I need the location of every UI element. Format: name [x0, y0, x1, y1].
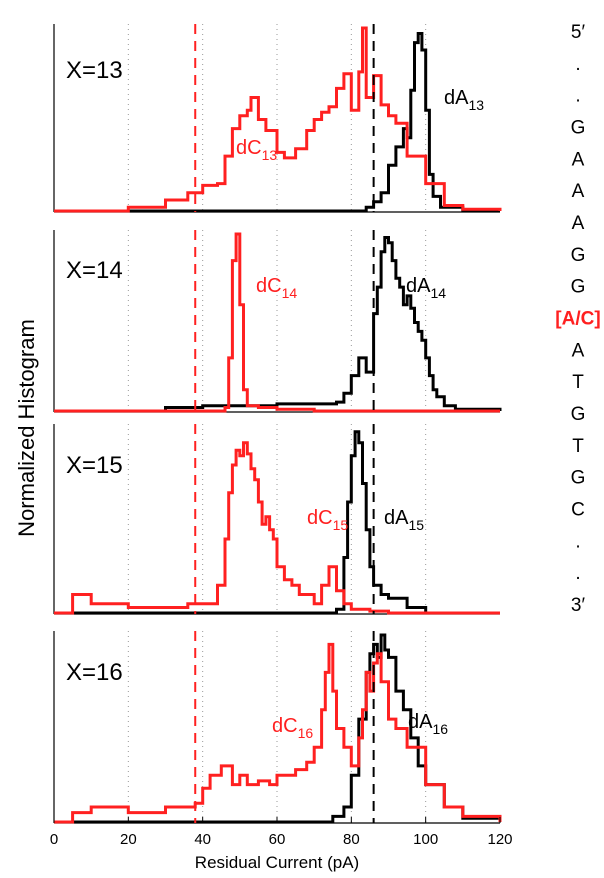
- dA-series-label: dA13: [444, 87, 484, 113]
- dA-series-label: dA15: [384, 507, 424, 533]
- x-axis-label: Residual Current (pA): [195, 853, 359, 872]
- panel-2: X=14 dC14 dA14: [53, 230, 502, 413]
- series-dC-line: [54, 441, 500, 615]
- x-tick-label: 100: [413, 831, 438, 848]
- dA-series-label: dA16: [408, 711, 448, 737]
- sequence-base: G: [571, 404, 586, 425]
- x-tick-label: 0: [50, 831, 58, 848]
- sequence-base: A: [572, 213, 585, 234]
- sequence-base: 3′: [571, 595, 586, 616]
- sequence-base: .: [575, 563, 580, 584]
- sequence-base: G: [571, 118, 586, 139]
- x-tick-label: 80: [343, 831, 360, 848]
- sequence-base: 5′: [571, 22, 586, 43]
- dC-series-label: dC15: [307, 507, 348, 533]
- sequence-base: C: [571, 500, 585, 521]
- x-tick-label: 40: [194, 831, 211, 848]
- panel-label: X=13: [66, 57, 123, 84]
- x-tick-label: 20: [120, 831, 137, 848]
- panel-label: X=15: [66, 452, 123, 479]
- panel-label: X=16: [66, 659, 123, 686]
- y-axis-label: Normalized Histogram: [14, 319, 39, 537]
- panel-4: X=16 dC16 dA16: [53, 631, 502, 824]
- sequence-base: G: [571, 468, 586, 489]
- sequence-base: A: [572, 181, 585, 202]
- x-tick-label: 120: [487, 831, 512, 848]
- sequence-base: .: [575, 86, 580, 107]
- sequence-base: A: [572, 149, 585, 170]
- x-tick-labels: 0 20 40 60 80 100 120: [50, 817, 513, 848]
- sequence-base: G: [571, 277, 586, 298]
- series-dA-line: [54, 430, 500, 615]
- series-dC-line: [54, 26, 502, 213]
- panel-1: X=13 dC13 dA13: [53, 24, 502, 213]
- series-dC-line: [54, 232, 500, 413]
- dC-series-label: dC13: [236, 137, 277, 163]
- sequence-base: T: [572, 372, 584, 393]
- panel-3: X=15 dC15 dA15: [53, 424, 500, 615]
- series-dA-line: [54, 236, 502, 413]
- sequence-base: T: [572, 436, 584, 457]
- x-tick-label: 60: [269, 831, 286, 848]
- sequence-base: .: [575, 531, 580, 552]
- sequence-base: G: [571, 245, 586, 266]
- panels-group: X=13 dC13 dA13 X=14 dC14 dA14 X=15 dC15 dA15 X=16…: [53, 24, 502, 824]
- dA-series-label: dA14: [406, 275, 446, 301]
- sequence-variant-base: [A/C]: [555, 309, 600, 330]
- dC-series-label: dC16: [272, 715, 313, 741]
- sequence-base: .: [575, 54, 580, 75]
- series-dC-line: [54, 642, 502, 824]
- dC-series-label: dC14: [256, 275, 297, 301]
- sequence-base: A: [572, 340, 585, 361]
- panel-label: X=14: [66, 257, 123, 284]
